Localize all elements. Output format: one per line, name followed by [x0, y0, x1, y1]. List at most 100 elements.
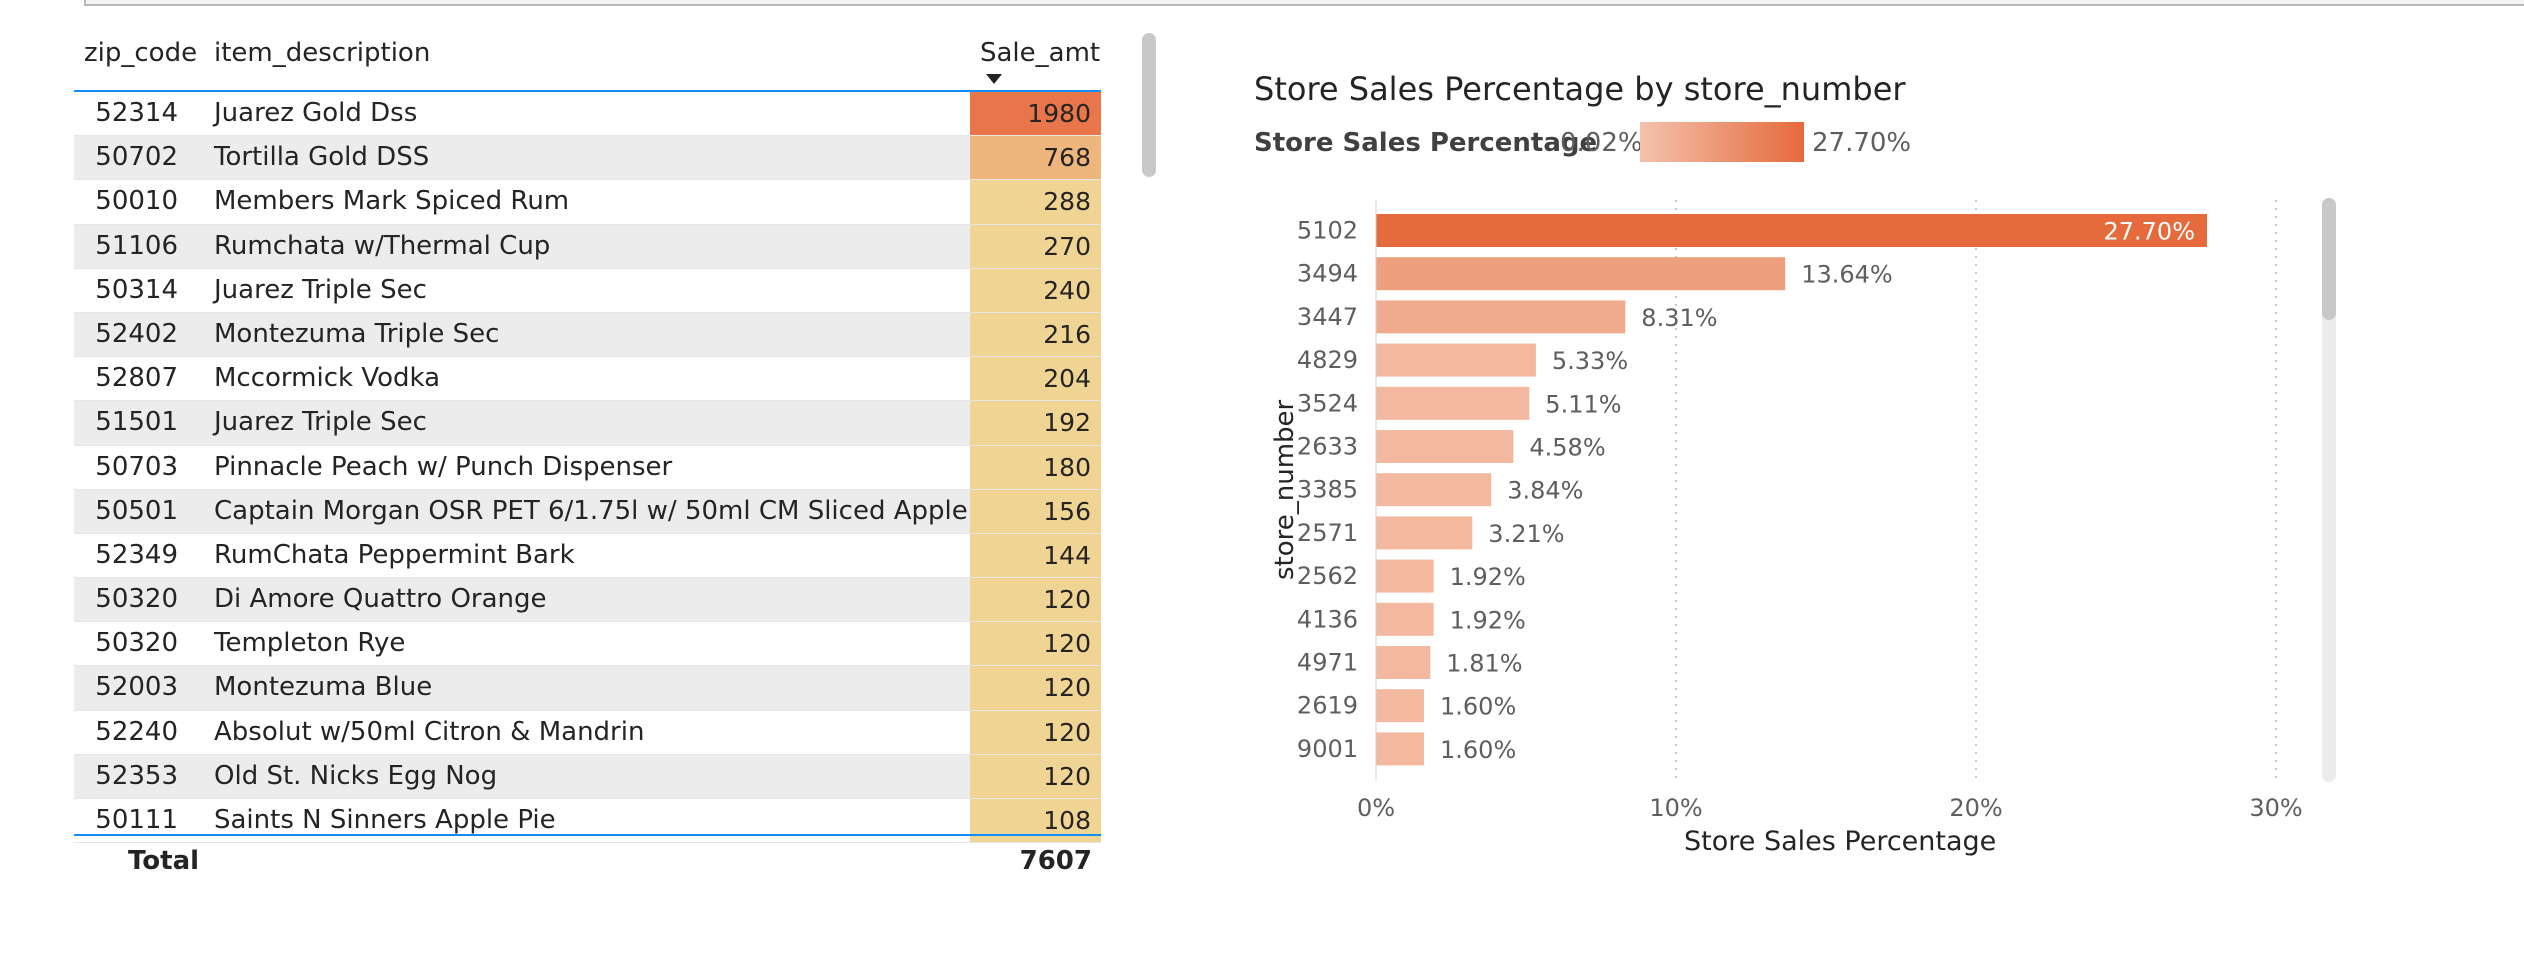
cell-item-description: Old St. Nicks Egg Nog	[214, 760, 498, 791]
cell-sale-amt: 768	[970, 136, 1101, 180]
cell-item-description: Members Mark Spiced Rum	[214, 186, 570, 217]
data-label: 1.92%	[1450, 563, 1526, 591]
header-sale-amt[interactable]: Sale_amt	[980, 38, 1101, 68]
data-label: 5.33%	[1552, 347, 1628, 375]
legend-gradient	[1640, 122, 1804, 162]
header-item-description[interactable]: item_description	[214, 38, 431, 68]
cell-zip-code: 52314	[95, 98, 178, 128]
cell-sale-amt: 288	[970, 180, 1101, 224]
cell-zip-code: 50111	[95, 805, 178, 835]
cell-item-description: Juarez Triple Sec	[214, 274, 427, 305]
y-tick-label: 9001	[1297, 735, 1358, 763]
cell-zip-code: 50010	[95, 186, 178, 217]
data-label: 13.64%	[1801, 261, 1893, 289]
cell-zip-code: 52807	[95, 363, 178, 394]
cell-sale-amt: 270	[970, 224, 1101, 268]
data-label: 4.58%	[1529, 434, 1605, 462]
cell-zip-code: 50501	[95, 495, 178, 526]
y-tick-label: 4136	[1297, 605, 1358, 633]
cell-sale-amt: 120	[970, 754, 1101, 798]
table-row[interactable]: 52314 Juarez Gold Dss 1980	[74, 92, 1101, 137]
cell-item-description: Juarez Gold Dss	[214, 98, 418, 128]
bar-2562	[1376, 559, 1434, 593]
y-tick-label: 3494	[1297, 260, 1358, 288]
page-tab[interactable]	[0, 0, 86, 6]
x-tick-label: 20%	[1949, 794, 2002, 822]
table-row[interactable]: 50320 Di Amore Quattro Orange 120	[74, 578, 1101, 623]
total-label: Total	[128, 846, 200, 876]
cell-item-description: Captain Morgan OSR PET 6/1.75l w/ 50ml C…	[214, 495, 968, 526]
data-label: 1.60%	[1440, 693, 1516, 721]
cell-sale-amt: 204	[970, 357, 1101, 401]
bar-4829	[1376, 343, 1536, 377]
cell-item-description: Pinnacle Peach w/ Punch Dispenser	[214, 451, 673, 482]
table-row[interactable]: 50010 Members Mark Spiced Rum 288	[74, 180, 1101, 225]
cell-item-description: Montezuma Triple Sec	[214, 318, 500, 349]
y-tick-label: 2619	[1297, 692, 1358, 720]
cell-sale-amt: 144	[970, 533, 1101, 578]
cell-item-description: Templeton Rye	[214, 628, 406, 659]
cell-sale-amt: 120	[970, 622, 1101, 666]
y-tick-label: 3385	[1297, 476, 1358, 504]
bar-3494	[1376, 257, 1786, 291]
x-axis-title: Store Sales Percentage	[1684, 826, 1997, 857]
y-tick-label: 5102	[1297, 217, 1358, 245]
cell-zip-code: 52240	[95, 716, 178, 747]
table-row[interactable]: 50703 Pinnacle Peach w/ Punch Dispenser 18…	[74, 445, 1101, 490]
legend-max: 27.70%	[1812, 128, 1912, 158]
table-row[interactable]: 52240 Absolut w/50ml Citron & Mandrin 120	[74, 710, 1101, 755]
chart-scrollbar-track[interactable]	[2322, 198, 2336, 782]
cell-zip-code: 52003	[95, 672, 178, 703]
cell-sale-amt: 120	[970, 666, 1101, 710]
legend-min: 0.02%	[1560, 128, 1643, 158]
table-row[interactable]: 52003 Montezuma Blue 120	[74, 666, 1101, 711]
cell-item-description: Montezuma Blue	[214, 672, 433, 703]
cell-zip-code: 50702	[95, 142, 178, 173]
table-row[interactable]: 51501 Juarez Triple Sec 192	[74, 401, 1101, 446]
header-divider	[74, 90, 1101, 92]
y-tick-label: 2562	[1297, 562, 1358, 590]
table-row[interactable]: 52807 Mccormick Vodka 204	[74, 357, 1101, 402]
bar-3524	[1376, 386, 1530, 420]
cell-zip-code: 52353	[95, 760, 178, 791]
cell-zip-code: 51106	[95, 230, 178, 261]
table-row[interactable]: 51106 Rumchata w/Thermal Cup 270	[74, 224, 1101, 269]
cell-sale-amt: 192	[970, 401, 1101, 445]
cell-sale-amt: 120	[970, 710, 1101, 754]
table-row[interactable]: 52402 Montezuma Triple Sec 216	[74, 312, 1101, 358]
cell-item-description: Rumchata w/Thermal Cup	[214, 230, 551, 261]
table-row[interactable]: 50320 Templeton Rye 120	[74, 622, 1101, 667]
x-tick-label: 10%	[1649, 794, 1702, 822]
bar-3385	[1376, 473, 1492, 507]
table-row[interactable]: 52349 RumChata Peppermint Bark 144	[74, 533, 1101, 579]
x-tick-label: 0%	[1357, 794, 1395, 822]
total-value: 7607	[1019, 846, 1092, 876]
table-row[interactable]: 50314 Juarez Triple Sec 240	[74, 268, 1101, 313]
bar-3447	[1376, 300, 1626, 334]
table-row[interactable]: 52353 Old St. Nicks Egg Nog 120	[74, 754, 1101, 799]
cell-zip-code: 50703	[95, 451, 178, 482]
cell-zip-code: 52349	[95, 539, 178, 570]
cell-zip-code: 50314	[95, 274, 178, 305]
table-row[interactable]: 50501 Captain Morgan OSR PET 6/1.75l w/ 5…	[74, 489, 1101, 534]
table-row[interactable]: 50702 Tortilla Gold DSS 768	[74, 136, 1101, 181]
x-tick-label: 30%	[2249, 794, 2302, 822]
y-tick-label: 2571	[1297, 519, 1358, 547]
bar-2571	[1376, 516, 1473, 550]
bar-4971	[1376, 646, 1431, 679]
sort-descending-icon[interactable]	[986, 74, 1002, 84]
table-scrollbar[interactable]	[1142, 33, 1156, 177]
chart-scrollbar-thumb[interactable]	[2322, 198, 2336, 320]
cell-item-description: Mccormick Vodka	[214, 363, 441, 394]
header-zip-code[interactable]: zip_code	[84, 38, 198, 68]
bar-4136	[1376, 602, 1434, 636]
top-border	[0, 0, 2524, 6]
bar-2619	[1376, 689, 1424, 723]
cell-sale-amt: 240	[970, 268, 1101, 312]
bar-5102	[1376, 214, 2207, 247]
y-tick-label: 3524	[1297, 389, 1358, 417]
bar-2633	[1376, 430, 1514, 463]
data-label: 1.92%	[1450, 606, 1526, 634]
y-tick-label: 4971	[1297, 649, 1358, 677]
data-label: 5.11%	[1545, 390, 1621, 418]
